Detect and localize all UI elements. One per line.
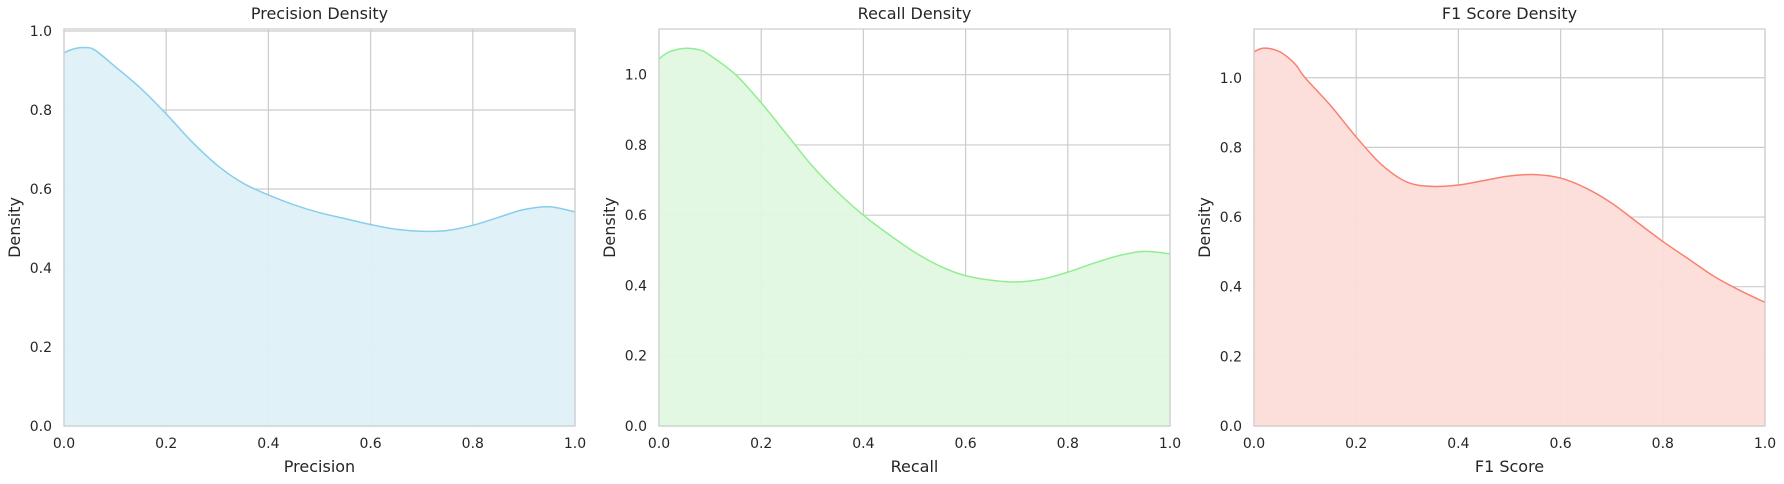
y-axis-label: Density: [600, 197, 619, 258]
x-tick-label: 0.8: [1057, 436, 1079, 452]
density-line: [658, 47, 1171, 283]
x-axis-label: Precision: [284, 457, 355, 476]
y-tick-label: 1.0: [30, 24, 52, 40]
x-tick-label: 0.6: [359, 436, 381, 452]
density-area: [659, 48, 1170, 427]
x-tick-label: 0.6: [1549, 436, 1571, 452]
y-axis-label: Density: [5, 197, 24, 258]
x-tick-label: 0.2: [155, 436, 177, 452]
chart-panel-0: 0.0 0.2 0.4 0.6 0.8 1.0 0.0 0.2 0.4 0.6 0.8 1.0 Prec…: [5, 4, 586, 476]
x-tick-label: 0.4: [1447, 436, 1469, 452]
x-tick-label: 0.6: [954, 436, 976, 452]
x-tick-label: 0.4: [852, 436, 874, 452]
y-tick-label: 0.0: [625, 419, 647, 435]
x-axis-label: F1 Score: [1475, 457, 1544, 476]
axes-frame: [658, 28, 1171, 427]
x-tick-label: 0.4: [257, 436, 279, 452]
density-line: [1253, 47, 1766, 304]
x-axis-label: Recall: [891, 457, 939, 476]
y-tick-label: 0.6: [30, 182, 52, 198]
y-tick-label: 0.6: [1220, 210, 1242, 226]
density-line: [63, 46, 576, 233]
y-tick-label: 0.8: [30, 103, 52, 119]
y-tick-label: 0.0: [30, 419, 52, 435]
y-tick-label: 0.0: [1220, 419, 1242, 435]
x-tick-label: 0.2: [750, 436, 772, 452]
chart-title: F1 Score Density: [1442, 4, 1577, 23]
y-tick-label: 1.0: [625, 68, 647, 84]
x-tick-label: 0.2: [1345, 436, 1367, 452]
y-axis-label: Density: [1195, 197, 1214, 258]
y-tick-label: 0.8: [1220, 140, 1242, 156]
x-tick-label: 0.0: [1243, 436, 1265, 452]
y-tick-label: 0.6: [625, 208, 647, 224]
chart-panel-1: 0.0 0.2 0.4 0.6 0.8 1.0 0.0 0.2 0.4 0.6 0.8 1.0 Reca…: [600, 4, 1181, 476]
y-tick-label: 0.2: [30, 340, 52, 356]
x-tick-label: 0.8: [1652, 436, 1674, 452]
chart-panel-2: 0.0 0.2 0.4 0.6 0.8 1.0 0.0 0.2 0.4 0.6 0.8 1.0 F1 S…: [1195, 4, 1776, 476]
chart-title: Precision Density: [251, 4, 388, 23]
y-tick-label: 0.4: [30, 261, 52, 277]
axes-frame: [63, 28, 576, 427]
y-tick-label: 1.0: [1220, 71, 1242, 87]
axes-frame: [1253, 28, 1766, 427]
y-tick-label: 0.4: [625, 278, 647, 294]
y-tick-label: 0.2: [625, 349, 647, 365]
x-tick-label: 0.0: [53, 436, 75, 452]
y-tick-label: 0.8: [625, 138, 647, 154]
density-area: [64, 47, 575, 427]
x-tick-label: 1.0: [564, 436, 586, 452]
chart-title: Recall Density: [858, 4, 972, 23]
x-tick-label: 0.0: [648, 436, 670, 452]
y-tick-label: 0.4: [1220, 280, 1242, 296]
x-tick-label: 1.0: [1754, 436, 1776, 452]
x-tick-label: 1.0: [1159, 436, 1181, 452]
density-area: [1254, 48, 1765, 427]
x-tick-label: 0.8: [462, 436, 484, 452]
y-tick-label: 0.2: [1220, 349, 1242, 365]
